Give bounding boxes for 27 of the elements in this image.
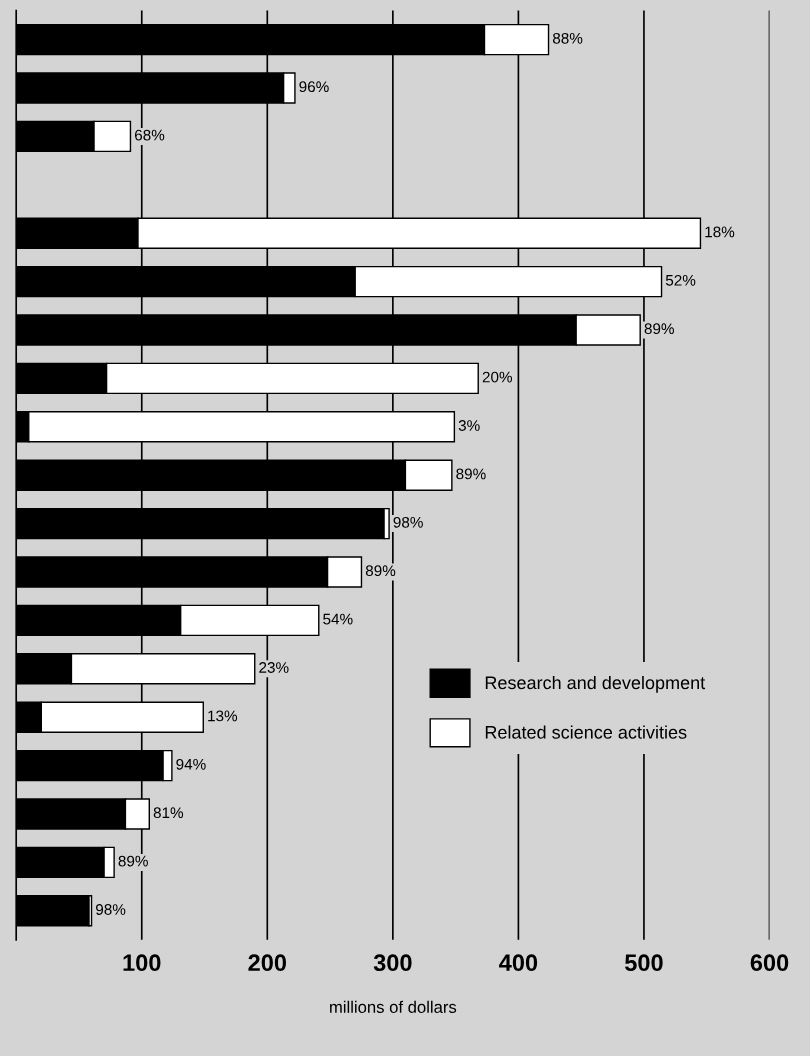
annotation: 94% — [176, 758, 206, 770]
legend-label: Research and development — [485, 675, 706, 693]
x-tick-label: 500 — [624, 954, 663, 972]
x-tick-label: 300 — [373, 954, 412, 972]
annotation: 54% — [323, 613, 353, 625]
annotation: 98% — [96, 904, 126, 915]
annotation: 3% — [458, 420, 480, 431]
annotation: 52% — [665, 274, 696, 286]
annotation: 23% — [259, 662, 289, 673]
annotation: 18% — [705, 226, 735, 238]
x-tick-label: 600 — [750, 954, 789, 972]
annotation: 89% — [456, 468, 486, 480]
annotation: 98% — [393, 516, 423, 528]
annotation: 89% — [118, 855, 148, 867]
x-tick-label: 400 — [499, 954, 538, 972]
annotation: 13% — [208, 710, 238, 722]
x-tick-label: 200 — [248, 954, 287, 972]
annotation: 89% — [365, 565, 396, 577]
x-tick-label: 100 — [123, 954, 161, 972]
annotation: 20% — [482, 371, 513, 383]
legend-label: Related science activities — [485, 725, 687, 739]
annotation: 81% — [153, 807, 184, 819]
annotation: 96% — [299, 81, 329, 93]
annotation: 89% — [644, 323, 674, 335]
annotation: 88% — [552, 32, 583, 44]
annotation: 68% — [134, 129, 165, 141]
x-axis-title: millions of dollars — [330, 1000, 457, 1013]
